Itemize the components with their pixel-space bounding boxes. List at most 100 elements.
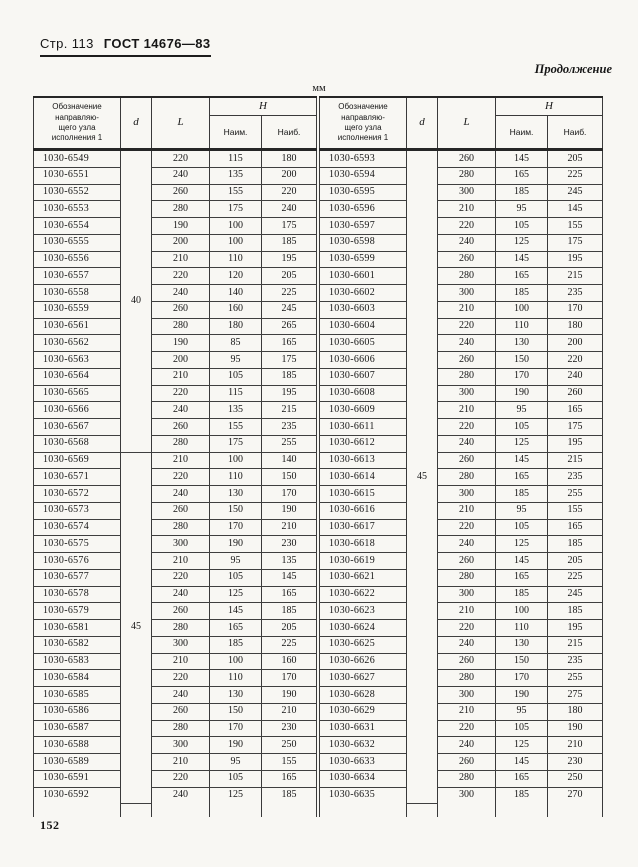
h-min-cell: 175 bbox=[209, 200, 262, 218]
h-max-cell: 180 bbox=[547, 703, 603, 721]
table-row: 1030-6574 280 170 210 bbox=[33, 519, 317, 537]
table-row: 1030-6575 300 190 230 bbox=[33, 535, 317, 553]
table-row: 1030-6551 240 135 200 bbox=[33, 167, 317, 185]
h-max-cell: 195 bbox=[547, 435, 603, 453]
designation-cell: 1030-6622 bbox=[319, 586, 407, 604]
designation-cell: 1030-6569 bbox=[33, 452, 121, 470]
designation-cell: 1030-6596 bbox=[319, 200, 407, 218]
table-row: 1030-6592 240 125 185 bbox=[34, 787, 317, 804]
l-cell: 300 bbox=[437, 485, 496, 503]
table-row: 1030-6577 220 105 145 bbox=[33, 569, 317, 587]
table-body-right: 1030-6593 45 260 145 205 1030-6594 280 165 225 10… bbox=[319, 149, 603, 817]
h-max-cell: 135 bbox=[261, 552, 317, 570]
table-row: 1030-6561 280 180 265 bbox=[33, 318, 317, 336]
l-cell: 240 bbox=[151, 686, 210, 704]
l-cell: 280 bbox=[437, 267, 496, 285]
tail-cell bbox=[320, 803, 407, 817]
h-min-cell: 125 bbox=[209, 586, 262, 604]
designation-cell: 1030-6556 bbox=[33, 251, 121, 269]
h-max-cell: 220 bbox=[261, 184, 317, 202]
table-row: 1030-6603 210 100 170 bbox=[319, 301, 603, 319]
designation-cell: 1030-6602 bbox=[319, 284, 407, 302]
h-min-cell: 165 bbox=[495, 267, 548, 285]
h-max-cell: 190 bbox=[261, 686, 317, 704]
h-max-cell: 155 bbox=[261, 753, 317, 771]
table-row: 1030-6579 260 145 185 bbox=[33, 602, 317, 620]
h-max-cell: 195 bbox=[547, 619, 603, 637]
h-min-cell: 165 bbox=[495, 468, 548, 486]
table-row: 1030-6549 40 220 115 180 bbox=[33, 149, 317, 453]
h-max-cell: 205 bbox=[547, 149, 603, 168]
h-max-cell: 200 bbox=[261, 167, 317, 185]
l-cell: 220 bbox=[151, 669, 210, 687]
h-min-cell: 170 bbox=[209, 519, 262, 537]
h-min-cell: 125 bbox=[495, 736, 548, 754]
designation-cell: 1030-6593 bbox=[319, 149, 407, 168]
designation-cell: 1030-6624 bbox=[319, 619, 407, 637]
designation-cell: 1030-6551 bbox=[33, 167, 121, 185]
designation-cell: 1030-6553 bbox=[33, 200, 121, 218]
table-row: 1030-6634 280 165 250 bbox=[319, 770, 603, 788]
designation-cell: 1030-6565 bbox=[33, 385, 121, 403]
l-cell: 260 bbox=[437, 552, 496, 570]
h-max-cell: 165 bbox=[261, 334, 317, 352]
h-min-cell: 185 bbox=[209, 636, 262, 654]
h-max-cell: 165 bbox=[261, 770, 317, 788]
h-max-cell: 230 bbox=[261, 535, 317, 553]
h-min-cell: 140 bbox=[209, 284, 262, 302]
table-tail bbox=[320, 803, 603, 817]
l-cell: 220 bbox=[151, 267, 210, 285]
designation-cell: 1030-6607 bbox=[319, 368, 407, 386]
table-row: 1030-6573 260 150 190 bbox=[33, 502, 317, 520]
l-cell: 260 bbox=[437, 753, 496, 771]
h-min-cell: 95 bbox=[495, 502, 548, 520]
table-row: 1030-6622 300 185 245 bbox=[319, 586, 603, 604]
h-min-cell: 100 bbox=[495, 602, 548, 620]
l-cell: 280 bbox=[437, 669, 496, 687]
l-cell: 210 bbox=[151, 552, 210, 570]
h-max-cell: 270 bbox=[547, 787, 603, 804]
designation-cell: 1030-6597 bbox=[319, 217, 407, 235]
table-row: 1030-6631 220 105 190 bbox=[319, 720, 603, 738]
h-max-cell: 190 bbox=[261, 502, 317, 520]
d-group-cell: 45 bbox=[120, 452, 152, 804]
table-row: 1030-6594 280 165 225 bbox=[319, 167, 603, 185]
col-header-h-min: Наим. bbox=[495, 115, 548, 151]
h-min-cell: 100 bbox=[209, 217, 262, 235]
tail-cell bbox=[120, 803, 152, 817]
h-min-cell: 105 bbox=[209, 770, 262, 788]
designation-cell: 1030-6606 bbox=[319, 351, 407, 369]
h-min-cell: 130 bbox=[209, 686, 262, 704]
h-min-cell: 185 bbox=[495, 586, 548, 604]
col-header-l: L bbox=[151, 97, 210, 151]
l-cell: 240 bbox=[437, 535, 496, 553]
table-row: 1030-6586 260 150 210 bbox=[33, 703, 317, 721]
table-row: 1030-6553 280 175 240 bbox=[33, 200, 317, 218]
l-cell: 260 bbox=[151, 602, 210, 620]
h-min-cell: 120 bbox=[209, 267, 262, 285]
l-cell: 260 bbox=[151, 301, 210, 319]
h-min-cell: 145 bbox=[495, 149, 548, 168]
l-cell: 240 bbox=[437, 334, 496, 352]
tail-cell bbox=[151, 803, 210, 817]
h-min-cell: 170 bbox=[495, 368, 548, 386]
l-cell: 220 bbox=[437, 519, 496, 537]
h-min-cell: 150 bbox=[495, 653, 548, 671]
h-min-cell: 110 bbox=[209, 669, 262, 687]
units-label: мм bbox=[312, 83, 326, 94]
l-cell: 300 bbox=[437, 184, 496, 202]
designation-cell: 1030-6635 bbox=[329, 789, 376, 801]
designation-cell: 1030-6594 bbox=[319, 167, 407, 185]
h-max-cell: 235 bbox=[547, 468, 603, 486]
h-max-cell: 195 bbox=[261, 251, 317, 269]
l-cell: 300 bbox=[437, 686, 496, 704]
designation-cell: 1030-6564 bbox=[33, 368, 121, 386]
l-cell: 280 bbox=[151, 519, 210, 537]
table-row: 1030-6597 220 105 155 bbox=[319, 217, 603, 235]
designation-cell: 1030-6557 bbox=[33, 267, 121, 285]
h-max-cell: 170 bbox=[547, 301, 603, 319]
h-max-cell: 235 bbox=[261, 418, 317, 436]
table-row: 1030-6627 280 170 255 bbox=[319, 669, 603, 687]
table-row: 1030-6632 240 125 210 bbox=[319, 736, 603, 754]
